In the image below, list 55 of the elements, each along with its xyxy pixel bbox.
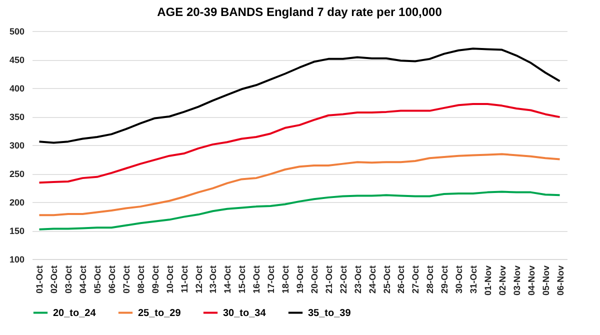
- x-tick-label: 04-Oct: [78, 266, 88, 294]
- x-tick-label: 22-Oct: [338, 266, 348, 294]
- legend-label: 25_to_29: [138, 308, 182, 319]
- legend-label: 20_to_24: [53, 308, 96, 319]
- x-tick-label: 29-Oct: [440, 266, 450, 294]
- line-series: [38, 153, 561, 216]
- x-tick-label: 12-Oct: [194, 266, 204, 294]
- x-tick-label: 09-Oct: [150, 266, 160, 294]
- x-tick-label: 06-Oct: [107, 266, 118, 294]
- y-tick-label: 450: [9, 55, 24, 65]
- legend-label: 35_to_39: [308, 308, 352, 319]
- x-tick-label: 04-Nov: [526, 266, 536, 296]
- y-tick-label: 250: [9, 169, 24, 179]
- y-tick-label: 350: [9, 112, 24, 122]
- x-tick-label: 13-Oct: [208, 266, 218, 294]
- x-tick-label: 07-Oct: [121, 266, 132, 294]
- legend-label: 30_to_34: [223, 308, 266, 319]
- x-tick-label: 03-Oct: [64, 266, 74, 294]
- line-series: [38, 190, 561, 230]
- x-tick-label: 23-Oct: [352, 266, 363, 294]
- x-tick-label: 31-Oct: [468, 266, 479, 294]
- x-tick-label: 14-Oct: [222, 266, 233, 294]
- y-tick-label: 500: [9, 26, 24, 36]
- x-tick-label: 24-Oct: [367, 266, 378, 294]
- y-tick-label: 100: [9, 254, 24, 264]
- x-tick-label: 05-Nov: [540, 266, 551, 296]
- x-tick-label: 03-Nov: [512, 266, 522, 296]
- x-tick-label: 01-Oct: [34, 266, 45, 294]
- x-tick-label: 06-Nov: [555, 266, 566, 296]
- x-tick-label: 08-Oct: [136, 266, 146, 294]
- x-tick-label: 26-Oct: [396, 266, 406, 294]
- x-tick-label: 30-Oct: [454, 266, 464, 294]
- y-tick-label: 200: [9, 198, 24, 208]
- x-tick-label: 15-Oct: [237, 266, 248, 294]
- y-tick-label: 400: [9, 84, 24, 94]
- x-tick-label: 02-Oct: [49, 266, 60, 294]
- x-tick-label: 18-Oct: [280, 266, 291, 294]
- line-series: [38, 102, 561, 184]
- y-tick-label: 150: [9, 226, 24, 236]
- x-tick-label: 27-Oct: [410, 266, 421, 294]
- x-tick-label: 28-Oct: [425, 266, 436, 294]
- x-tick-label: 01-Nov: [482, 266, 493, 296]
- x-tick-label: 11-Oct: [179, 266, 190, 294]
- x-tick-label: 16-Oct: [252, 266, 262, 294]
- line-series: [38, 48, 561, 144]
- x-tick-label: 05-Oct: [92, 266, 103, 294]
- y-tick-label: 300: [9, 140, 24, 150]
- x-tick-label: 17-Oct: [266, 266, 276, 294]
- chart-title: AGE 20-39 BANDS England 7 day rate per 100,000: [157, 5, 442, 19]
- x-tick-label: 20-Oct: [309, 266, 320, 294]
- x-tick-label: 25-Oct: [382, 266, 392, 294]
- x-tick-label: 10-Oct: [164, 266, 175, 294]
- x-tick-label: 21-Oct: [324, 266, 334, 294]
- x-tick-label: 19-Oct: [295, 266, 305, 294]
- x-tick-label: 02-Nov: [497, 266, 508, 296]
